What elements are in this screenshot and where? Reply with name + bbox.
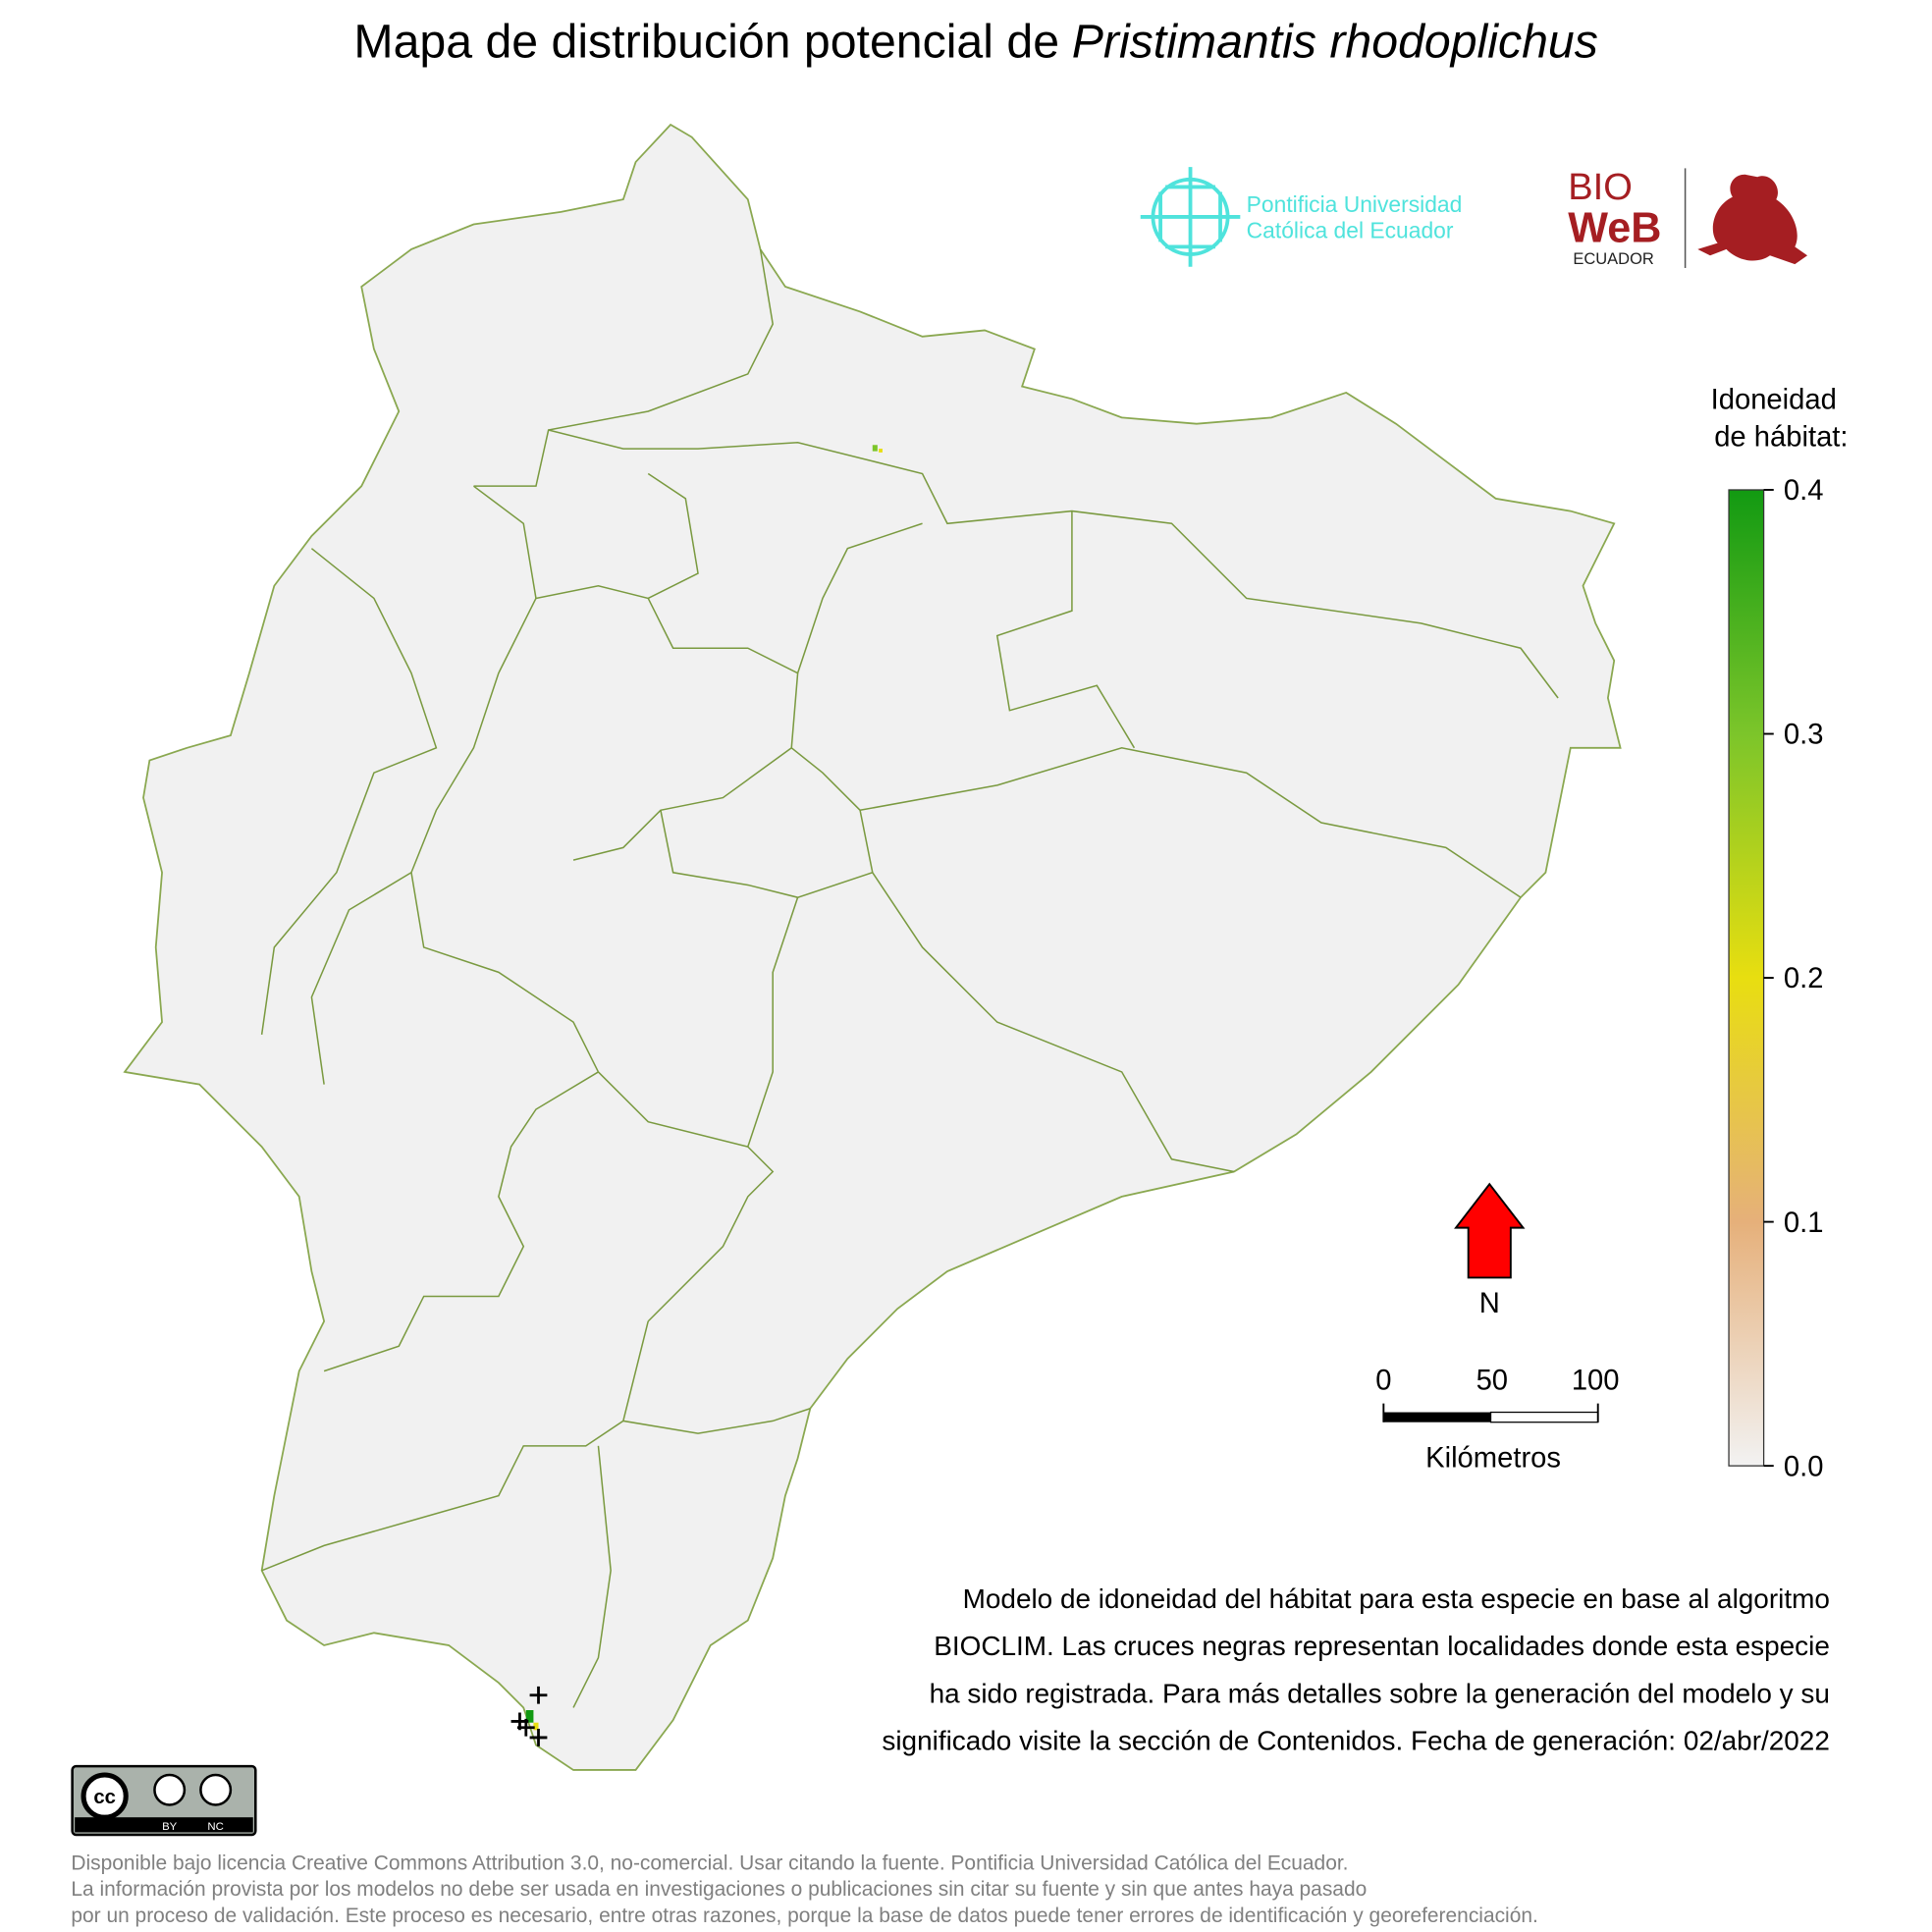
colorbar-tick-label: 0.2 [1784,963,1824,994]
bioweb-ecuador: ECUADOR [1573,250,1654,268]
bioweb-bio: BIO [1568,167,1633,208]
scale-unit: Kilómetros [1425,1442,1561,1474]
description-line: significado visite la sección de Conteni… [882,1726,1829,1756]
habitat-pixels [525,445,883,1731]
description-line: ha sido registrada. Para más detalles so… [930,1678,1830,1708]
north-label: N [1479,1288,1500,1319]
footer-line: La información provista por los modelos … [71,1878,1367,1901]
title-text: Mapa de distribución potencial de [353,15,1059,68]
scale-label: 50 [1476,1366,1508,1397]
occurrence-crosses [510,1686,548,1746]
footer-line: Disponible bajo licencia Creative Common… [71,1852,1348,1875]
cc-badge: cc [71,1764,257,1837]
cc-nc: NC [207,1821,223,1833]
scale-bar [1382,1403,1599,1423]
legend-title-1: Idoneidad [1711,384,1837,415]
colorbar-tick-label: 0.0 [1784,1451,1824,1482]
legend-title-2: de hábitat: [1714,422,1848,454]
footer: Disponible bajo licencia Creative Common… [71,1852,1537,1927]
colorbar-tick-label: 0.4 [1784,475,1824,507]
colorbar-tick-label: 0.1 [1784,1208,1824,1239]
puce-logo [1140,167,1241,267]
north-arrow [1454,1182,1526,1279]
country-shape [123,123,1622,1771]
svg-text:cc: cc [93,1787,116,1808]
bioweb-frog [1697,174,1808,265]
colorbar-ticks: 0.0 0.1 0.2 0.3 0.4 [1763,475,1824,1482]
description-line: BIOCLIM. Las cruces negras representan l… [934,1631,1830,1661]
title-species: Pristimantis rhodoplichus [1072,15,1598,68]
scale-label: 100 [1572,1366,1620,1397]
description: Modelo de idoneidad del hábitat para est… [882,1583,1829,1756]
colorbar [1728,489,1765,1467]
title: Mapa de distribución potencial de Pristim… [353,15,1597,68]
colorbar-tick-label: 0.3 [1784,720,1824,751]
puce-name-2: Católica del Ecuador [1247,218,1454,243]
description-line: Modelo de idoneidad del hábitat para est… [963,1583,1830,1614]
cc-by: BY [162,1821,178,1833]
puce-name-1: Pontificia Universidad [1247,191,1463,217]
bioweb-web: WeB [1568,204,1661,251]
scale-label: 0 [1375,1366,1391,1397]
footer-line: por un proceso de validación. Este proce… [71,1905,1537,1927]
province-borders [260,248,1559,1708]
